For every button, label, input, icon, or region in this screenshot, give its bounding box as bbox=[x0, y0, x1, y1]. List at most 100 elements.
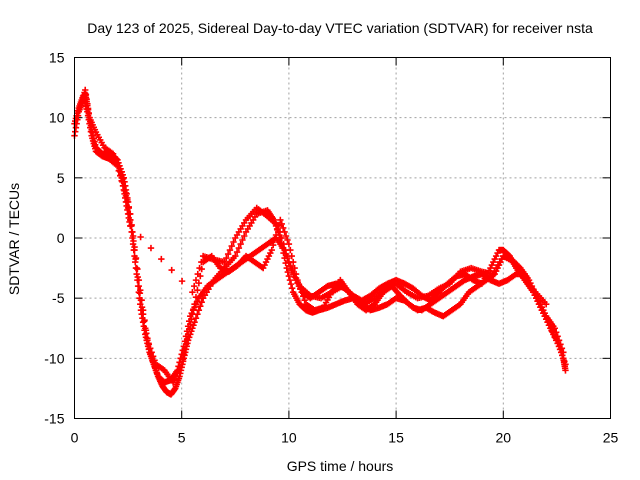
data-point bbox=[299, 292, 307, 300]
data-point bbox=[283, 252, 291, 260]
data-point bbox=[195, 307, 203, 314]
data-point bbox=[135, 276, 143, 284]
data-point bbox=[188, 316, 195, 323]
data-point bbox=[287, 262, 294, 270]
x-tick-labels: 0 5 10 15 20 25 bbox=[71, 430, 619, 446]
data-point bbox=[278, 220, 285, 228]
data-point bbox=[148, 349, 155, 356]
y-tick-label: 0 bbox=[57, 230, 65, 246]
data-point bbox=[277, 216, 284, 224]
data-point bbox=[196, 264, 203, 272]
data-point bbox=[291, 270, 298, 278]
data-point bbox=[224, 250, 232, 258]
data-point bbox=[132, 254, 140, 262]
data-point bbox=[555, 337, 563, 344]
data-point bbox=[194, 270, 201, 278]
data-point bbox=[192, 276, 200, 284]
x-tick-label: 20 bbox=[496, 430, 512, 446]
data-point bbox=[233, 248, 241, 256]
data-point bbox=[280, 240, 287, 248]
data-point bbox=[178, 277, 186, 285]
data-point bbox=[562, 367, 569, 374]
data-point bbox=[284, 236, 291, 244]
data-points bbox=[71, 86, 569, 398]
data-point bbox=[221, 258, 228, 266]
data-point bbox=[562, 361, 569, 368]
data-point bbox=[239, 236, 246, 244]
y-tick-label: -10 bbox=[44, 350, 64, 366]
data-point bbox=[285, 258, 293, 266]
data-point bbox=[560, 349, 567, 356]
plot-frame bbox=[74, 57, 611, 419]
data-point bbox=[144, 337, 151, 344]
data-point bbox=[241, 232, 248, 240]
data-point bbox=[192, 315, 200, 322]
data-point bbox=[139, 307, 147, 314]
data-point bbox=[187, 321, 194, 328]
data-point bbox=[269, 241, 277, 249]
data-point bbox=[138, 296, 145, 304]
data-point bbox=[190, 322, 197, 329]
data-point bbox=[226, 246, 234, 254]
data-point bbox=[559, 352, 566, 359]
data-point bbox=[183, 336, 191, 343]
data-point bbox=[285, 240, 293, 248]
data-point bbox=[289, 266, 296, 274]
data-point bbox=[131, 243, 138, 251]
data-point bbox=[230, 238, 237, 246]
data-point bbox=[158, 255, 165, 263]
data-point bbox=[191, 319, 198, 326]
data-point bbox=[552, 329, 560, 336]
data-point bbox=[182, 341, 190, 348]
y-tick-label: 10 bbox=[49, 110, 65, 126]
data-point bbox=[189, 325, 196, 332]
data-point bbox=[557, 341, 564, 348]
data-point bbox=[301, 296, 308, 304]
data-point bbox=[285, 272, 293, 280]
data-point bbox=[178, 361, 185, 368]
x-tick-label: 10 bbox=[281, 430, 297, 446]
data-point bbox=[284, 268, 292, 276]
data-point bbox=[189, 311, 196, 318]
data-point bbox=[554, 333, 561, 340]
data-point bbox=[282, 259, 289, 267]
x-axis-title: GPS time / hours bbox=[287, 458, 394, 474]
data-point bbox=[181, 346, 189, 353]
data-point bbox=[153, 370, 161, 377]
data-point bbox=[189, 288, 196, 296]
data-point bbox=[198, 258, 205, 266]
data-point bbox=[279, 224, 287, 232]
data-point bbox=[282, 232, 290, 240]
data-point bbox=[228, 242, 235, 250]
data-point bbox=[223, 254, 230, 262]
data-point bbox=[271, 236, 278, 244]
y-axis-title: SDTVAR / TECUs bbox=[6, 183, 22, 295]
data-point bbox=[184, 331, 192, 338]
data-point bbox=[235, 244, 243, 252]
data-point bbox=[558, 345, 566, 352]
data-point bbox=[292, 274, 300, 282]
data-point bbox=[272, 231, 280, 239]
data-point bbox=[192, 293, 200, 301]
x-tick-label: 0 bbox=[71, 430, 79, 446]
y-tick-label: 5 bbox=[57, 170, 65, 186]
data-point bbox=[184, 337, 192, 344]
data-point bbox=[137, 233, 144, 241]
data-point bbox=[137, 286, 144, 294]
data-point bbox=[190, 305, 197, 313]
data-point bbox=[278, 234, 285, 242]
data-point bbox=[276, 228, 284, 236]
data-point bbox=[294, 278, 302, 286]
data-point bbox=[142, 327, 150, 334]
data-point bbox=[168, 266, 175, 274]
data-point bbox=[134, 265, 141, 273]
data-point bbox=[135, 282, 143, 290]
x-tick-label: 5 bbox=[178, 430, 186, 446]
data-point bbox=[145, 341, 153, 348]
data-point bbox=[197, 302, 204, 310]
data-point bbox=[237, 240, 244, 248]
data-point bbox=[179, 356, 186, 363]
chart-title: Day 123 of 2025, Sidereal Day-to-day VTE… bbox=[87, 20, 593, 36]
data-point bbox=[151, 357, 158, 364]
